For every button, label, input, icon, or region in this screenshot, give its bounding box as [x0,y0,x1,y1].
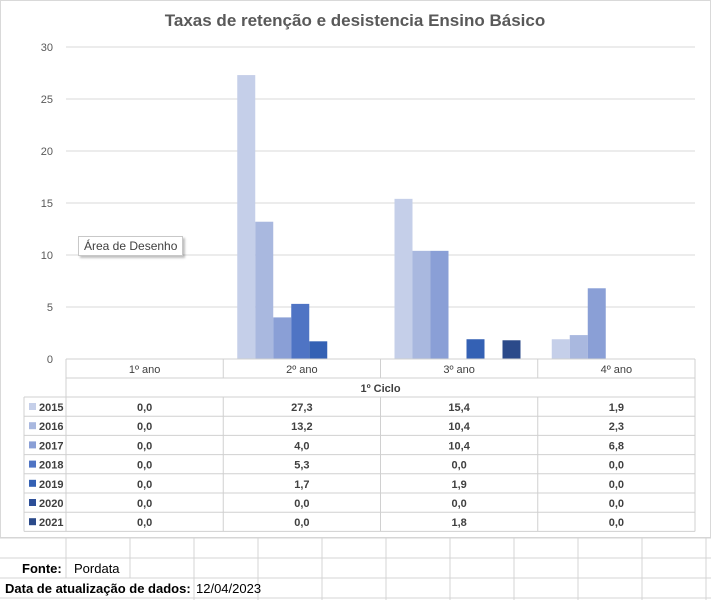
source-label: Fonte: [22,561,62,576]
data-label: 0,0 [294,498,309,510]
data-label: 0,0 [609,460,624,472]
legend-label: 2020 [39,498,63,510]
data-label: 1,9 [609,402,624,414]
legend-key-2015 [29,403,36,410]
legend-key-2017 [29,441,36,449]
category-label: 3º ano [443,364,475,376]
y-tick-label: 25 [41,94,53,106]
bar-2018-2 [291,303,310,359]
y-tick-label: 15 [41,198,53,210]
data-label: 0,0 [137,517,152,529]
bar-2015-2 [237,75,256,359]
bar-2015-4 [551,339,570,359]
bars [237,75,606,359]
legend-label: 2021 [39,517,63,529]
bar-2015-3 [394,198,413,359]
chart-title: Taxas de retenção e desistencia Ensino B… [165,11,545,30]
data-label: 27,3 [291,402,312,414]
data-label: 0,0 [451,498,466,510]
legend-key-2019 [29,479,36,487]
bar-2016-3 [412,250,431,359]
data-label: 6,8 [609,440,624,452]
data-label: 10,4 [448,440,470,452]
y-tick-label: 5 [47,302,53,314]
data-label: 0,0 [137,460,152,472]
data-table: 1º ano 2º ano 3º ano 4º ano 1º Ciclo 2015 0,0 2… [23,358,696,532]
data-label: 15,4 [448,402,470,414]
legend-key-2021 [29,518,36,526]
data-label: 0,0 [294,517,309,529]
data-label: 1,9 [451,479,466,491]
chart-border [0,0,711,538]
data-label: 0,0 [137,402,152,414]
legend-key-2016 [29,422,36,430]
data-label: 13,2 [291,421,312,433]
data-label: 0,0 [609,517,624,529]
data-label: 0,0 [451,460,466,472]
date-label: Data de atualização de dados: [5,581,191,596]
y-tick-label: 20 [41,146,53,158]
data-label: 0,0 [137,440,152,452]
group-label: 1º Ciclo [360,383,400,395]
legend-key-2020 [29,499,36,506]
data-label: 5,3 [294,460,309,472]
bar-2019-2 [309,341,328,359]
data-label: 0,0 [137,479,152,491]
bar-2017-4 [587,288,606,359]
bar-2016-4 [569,335,588,359]
bar-2019-3 [466,339,485,359]
gridlines [66,46,695,308]
bar-2016-2 [255,221,274,359]
data-label: 2,3 [609,421,624,433]
date-value: 12/04/2023 [196,581,262,596]
category-label: 2º ano [286,364,318,376]
data-label: 1,7 [294,479,309,491]
category-label: 1º ano [129,364,161,376]
data-label: 4,0 [294,440,309,452]
legend-label: 2016 [39,421,63,433]
data-label: 10,4 [448,421,470,433]
data-label: 0,0 [609,479,624,491]
y-axis-ticks: 0 5 10 15 20 25 30 [41,42,53,366]
y-tick-label: 0 [47,354,53,366]
legend-key-2018 [29,460,36,468]
bar-2017-2 [273,317,292,359]
data-label: 0,0 [609,498,624,510]
data-label: 0,0 [137,498,152,510]
legend-label: 2018 [39,460,63,472]
source-value: Pordata [74,561,120,576]
y-tick-label: 10 [41,250,53,262]
legend-label: 2017 [39,440,63,452]
bar-2021-3 [502,340,521,359]
bar-2017-3 [430,250,449,359]
data-label: 1,8 [451,517,466,529]
legend-label: 2019 [39,479,63,491]
legend-label: 2015 [39,402,63,414]
plot-area-tooltip: Área de Desenho [78,236,184,256]
y-tick-label: 30 [41,42,53,54]
data-label: 0,0 [137,421,152,433]
category-label: 4º ano [601,364,633,376]
